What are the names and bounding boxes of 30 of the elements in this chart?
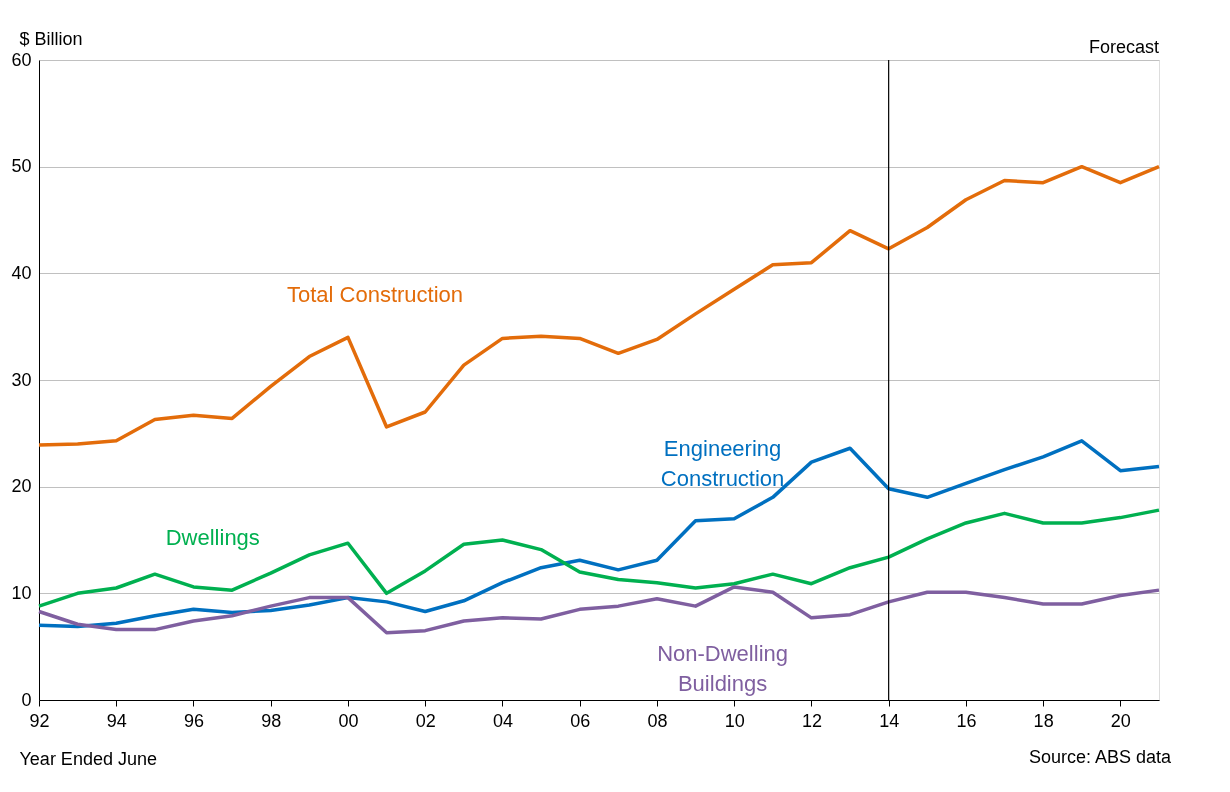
series-label: Non-Dwelling Buildings bbox=[657, 641, 789, 697]
series-label: Engineering Construction bbox=[660, 436, 785, 492]
text: Forecast bbox=[1088, 37, 1159, 57]
x-tick-label: 20 bbox=[1110, 710, 1131, 731]
x-tick-label: 14 bbox=[879, 710, 900, 731]
x-tick-label: 06 bbox=[570, 710, 591, 731]
x-tick-label: 94 bbox=[106, 710, 127, 731]
source-note: Source: ABS data bbox=[1028, 747, 1172, 767]
y-axis-title: $ Billion bbox=[19, 28, 83, 49]
x-tick-label: 10 bbox=[724, 710, 745, 731]
x-tick-label: 92 bbox=[29, 710, 50, 731]
x-axis-title: Year Ended June bbox=[19, 748, 157, 769]
y-tick-label: 40 bbox=[11, 262, 32, 283]
y-tick-label: 10 bbox=[11, 582, 32, 603]
x-tick-label: 12 bbox=[801, 710, 822, 731]
text: Total Construction bbox=[286, 281, 464, 307]
series-label: Dwellings bbox=[165, 524, 260, 550]
x-tick-label: 04 bbox=[492, 710, 513, 731]
y-tick-label: 50 bbox=[11, 156, 32, 177]
y-tick-label: 20 bbox=[11, 476, 32, 497]
x-tick-label: 98 bbox=[261, 710, 282, 731]
y-tick-label: 0 bbox=[21, 689, 32, 710]
x-tick-label: 16 bbox=[956, 710, 977, 731]
x-tick-label: 18 bbox=[1033, 710, 1054, 731]
y-tick-label: 30 bbox=[11, 369, 32, 390]
x-tick-label: 96 bbox=[183, 710, 204, 731]
x-tick-label: 02 bbox=[415, 710, 436, 731]
x-tick-label: 08 bbox=[647, 710, 668, 731]
y-tick-label: 60 bbox=[11, 49, 32, 70]
x-tick-label: 00 bbox=[338, 710, 359, 731]
